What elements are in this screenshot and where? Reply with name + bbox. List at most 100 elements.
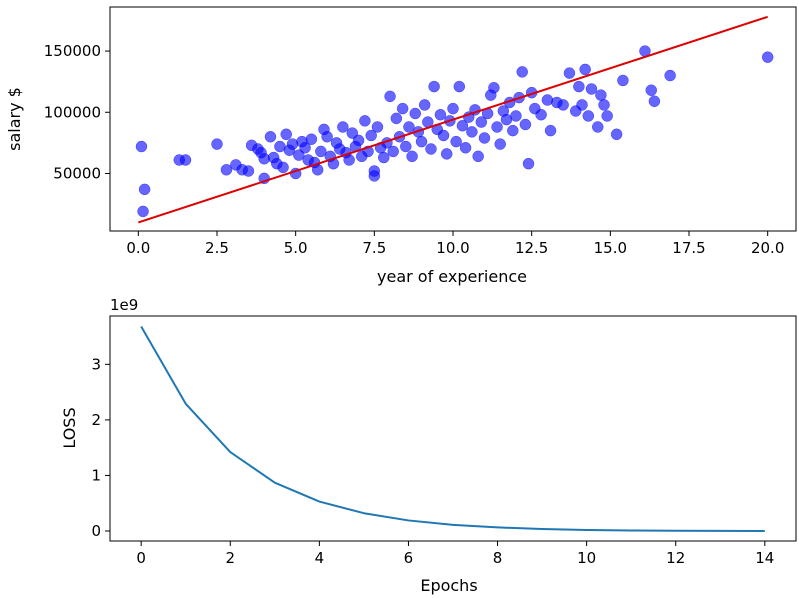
salary-data-point bbox=[478, 132, 491, 144]
loss-x-axis-label: Epochs bbox=[420, 576, 477, 595]
salary-data-point bbox=[305, 133, 318, 145]
salary-x-tick-label: 2.5 bbox=[205, 239, 229, 257]
salary-data-point bbox=[437, 129, 450, 142]
loss-y-offset-label: 1e9 bbox=[110, 296, 138, 314]
salary-data-point bbox=[425, 143, 437, 155]
salary-data-point bbox=[315, 145, 327, 158]
salary-data-point bbox=[264, 130, 277, 143]
salary-data-point bbox=[544, 124, 557, 137]
salary-data-point bbox=[761, 51, 774, 63]
salary-data-point bbox=[400, 140, 412, 153]
salary-data-point bbox=[434, 108, 447, 121]
salary-data-point bbox=[494, 138, 506, 150]
salary-data-point bbox=[352, 134, 365, 147]
salary-data-point bbox=[447, 102, 459, 115]
loss-y-tick-label: 3 bbox=[91, 355, 101, 373]
salary-data-point bbox=[573, 80, 585, 93]
salary-data-point bbox=[406, 150, 418, 163]
salary-data-point bbox=[396, 102, 409, 115]
salary-data-point bbox=[359, 115, 371, 127]
salary-x-ticks: 0.0 2.5 5.0 7.5 10.0 12.5 15.0 17.5 20.0 bbox=[126, 231, 784, 257]
salary-data-point bbox=[418, 99, 431, 111]
loss-x-tick-label: 14 bbox=[755, 549, 774, 567]
salary-data-point bbox=[510, 110, 522, 122]
salary-data-point bbox=[598, 99, 610, 111]
salary-data-point bbox=[220, 164, 233, 176]
salary-data-point bbox=[384, 90, 396, 103]
salary-data-point bbox=[579, 63, 591, 76]
salary-data-point bbox=[365, 129, 377, 142]
salary-y-tick-label: 100000 bbox=[44, 103, 101, 121]
salary-data-point bbox=[450, 135, 462, 148]
loss-y-ticks: 0 1 2 3 bbox=[91, 355, 110, 540]
salary-data-point bbox=[516, 66, 528, 78]
salary-x-tick-label: 17.5 bbox=[672, 239, 705, 257]
loss-x-tick-label: 8 bbox=[493, 549, 503, 567]
salary-data-point bbox=[453, 80, 466, 93]
loss-x-tick-label: 2 bbox=[225, 549, 235, 567]
salary-x-tick-label: 0.0 bbox=[126, 239, 150, 257]
loss-plot-data bbox=[140, 326, 765, 532]
salary-data-point bbox=[211, 138, 223, 150]
salary-data-point bbox=[337, 121, 349, 133]
salary-data-point bbox=[371, 121, 384, 133]
salary-data-point bbox=[522, 157, 535, 170]
salary-data-point bbox=[617, 74, 629, 87]
loss-y-axis-label: LOSS bbox=[60, 407, 79, 448]
salary-data-point bbox=[343, 154, 355, 166]
salary-data-point bbox=[507, 124, 519, 137]
loss-x-tick-label: 4 bbox=[315, 549, 325, 567]
salary-data-point bbox=[585, 83, 598, 95]
salary-data-point bbox=[519, 118, 532, 131]
loss-x-tick-label: 6 bbox=[404, 549, 414, 567]
salary-x-tick-label: 12.5 bbox=[515, 239, 548, 257]
salary-y-tick-label: 50000 bbox=[53, 164, 101, 182]
salary-plot-data bbox=[135, 15, 774, 224]
loss-x-ticks: 0 2 4 6 8 10 12 14 bbox=[136, 541, 774, 567]
salary-data-point bbox=[293, 149, 305, 161]
salary-data-point bbox=[576, 99, 588, 111]
salary-data-point bbox=[137, 205, 149, 218]
salary-y-tick-label: 150000 bbox=[44, 42, 101, 60]
salary-data-point bbox=[277, 161, 289, 174]
salary-data-point bbox=[378, 151, 390, 164]
salary-data-point bbox=[321, 130, 333, 143]
loss-curve bbox=[140, 326, 765, 532]
loss-x-tick-label: 10 bbox=[577, 549, 596, 567]
loss-plot-frame bbox=[109, 315, 797, 542]
salary-data-point bbox=[368, 170, 381, 182]
salary-data-point bbox=[535, 108, 547, 121]
salary-data-point bbox=[179, 154, 192, 166]
salary-data-point bbox=[488, 82, 500, 94]
salary-data-point bbox=[346, 127, 359, 139]
salary-data-point bbox=[280, 128, 292, 141]
salary-data-point bbox=[610, 128, 623, 141]
salary-x-axis-label: year of experience bbox=[377, 267, 527, 286]
salary-data-point bbox=[601, 110, 613, 122]
regression-line bbox=[138, 15, 768, 224]
salary-data-point bbox=[582, 110, 595, 122]
salary-data-point bbox=[466, 126, 478, 138]
loss-y-tick-label: 2 bbox=[91, 411, 101, 429]
salary-x-tick-label: 7.5 bbox=[362, 239, 386, 257]
salary-data-point bbox=[557, 99, 569, 111]
salary-data-point bbox=[491, 121, 503, 133]
salary-data-point bbox=[563, 67, 576, 79]
salary-data-point bbox=[428, 80, 440, 93]
salary-data-point bbox=[648, 95, 661, 108]
loss-y-tick-label: 1 bbox=[91, 466, 101, 484]
salary-data-point bbox=[135, 140, 148, 153]
salary-data-point bbox=[415, 135, 428, 148]
salary-data-point bbox=[475, 116, 488, 128]
salary-subplot: 0.0 2.5 5.0 7.5 10.0 12.5 15.0 17.5 20.0 50000 10… bbox=[5, 6, 797, 286]
salary-data-point bbox=[472, 150, 484, 163]
salary-data-point bbox=[456, 119, 469, 132]
loss-x-tick-label: 12 bbox=[666, 549, 685, 567]
salary-data-point bbox=[286, 138, 299, 150]
salary-data-point bbox=[592, 121, 604, 133]
loss-y-tick-label: 0 bbox=[91, 522, 101, 540]
salary-y-axis-label: salary $ bbox=[5, 87, 24, 151]
